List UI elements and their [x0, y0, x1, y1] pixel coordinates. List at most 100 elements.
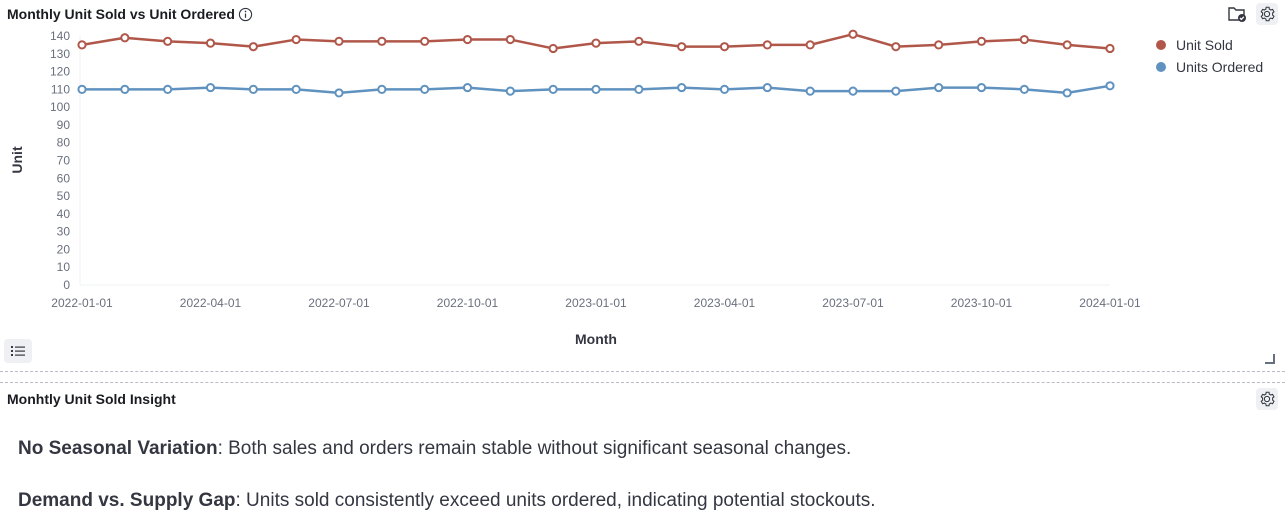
y-tick-label: 30 [57, 225, 71, 239]
data-point[interactable] [420, 36, 430, 46]
y-tick-label: 0 [63, 278, 70, 292]
data-point[interactable] [163, 84, 173, 94]
x-tick-label: 2024-01-01 [1079, 296, 1141, 310]
series-group [77, 29, 1115, 98]
x-tick-label: 2023-10-01 [951, 296, 1013, 310]
data-point[interactable] [1105, 81, 1115, 91]
data-point[interactable] [891, 86, 901, 96]
data-point[interactable] [848, 86, 858, 96]
data-point[interactable] [1062, 40, 1072, 50]
data-point[interactable] [120, 84, 130, 94]
data-point[interactable] [634, 36, 644, 46]
insight-panel: Monhtly Unit Sold Insight No Seasonal Va… [0, 382, 1285, 525]
data-point[interactable] [205, 38, 216, 48]
data-point[interactable] [848, 29, 858, 39]
data-point[interactable] [591, 38, 601, 48]
data-point[interactable] [762, 82, 772, 93]
x-axis: 2022-01-01 2022-04-01 2022-07-01 2022-10-01… [51, 296, 1141, 310]
y-tick-label: 20 [57, 242, 71, 256]
x-tick-label: 2022-01-01 [51, 296, 113, 310]
legend-swatch [1156, 40, 1166, 50]
data-point[interactable] [77, 40, 87, 50]
data-point[interactable] [291, 84, 301, 94]
data-point[interactable] [677, 42, 687, 52]
data-point[interactable] [976, 82, 987, 93]
insight-text: : Units sold consistently exceed units o… [235, 490, 876, 511]
data-point[interactable] [291, 34, 301, 45]
x-tick-label: 2022-07-01 [308, 296, 370, 310]
y-axis: 0 10 20 30 40 50 60 70 80 90 100 110 120 130 140 [50, 29, 70, 292]
y-tick-label: 120 [50, 65, 70, 79]
data-point[interactable] [805, 86, 815, 96]
data-point[interactable] [377, 84, 387, 94]
data-point[interactable] [934, 82, 944, 93]
x-tick-label: 2022-10-01 [437, 296, 499, 310]
data-point[interactable] [934, 40, 944, 50]
data-point[interactable] [462, 34, 473, 45]
series-unit-sold [77, 29, 1115, 54]
data-point[interactable] [377, 36, 387, 46]
data-point[interactable] [976, 36, 987, 46]
gear-icon[interactable] [1256, 3, 1278, 25]
x-tick-label: 2022-04-01 [180, 296, 242, 310]
legend-label: Units Ordered [1176, 59, 1264, 75]
data-point[interactable] [1105, 43, 1115, 54]
y-axis-title: Unit [9, 146, 25, 174]
y-tick-label: 80 [57, 136, 71, 150]
y-tick-label: 100 [50, 100, 70, 114]
insight-item: No Seasonal Variation: Both sales and or… [18, 438, 851, 460]
insight-heading: Demand vs. Supply Gap [18, 490, 236, 511]
resize-handle-icon[interactable] [1265, 354, 1275, 364]
chart-title-row: Monthly Unit Sold vs Unit Ordered [7, 6, 253, 22]
legend-label: Unit Sold [1176, 37, 1233, 53]
data-point[interactable] [334, 36, 344, 46]
data-point[interactable] [805, 40, 815, 50]
y-tick-label: 60 [57, 171, 71, 185]
data-point[interactable] [505, 86, 515, 96]
chart-legend: Unit Sold Units Ordered [1156, 34, 1263, 78]
data-point[interactable] [591, 84, 601, 94]
y-tick-label: 40 [57, 207, 71, 221]
data-point[interactable] [248, 42, 258, 52]
data-point[interactable] [163, 36, 173, 46]
data-point[interactable] [1019, 34, 1029, 45]
data-point[interactable] [120, 33, 130, 43]
y-tick-label: 130 [50, 47, 70, 61]
data-point[interactable] [334, 88, 344, 98]
data-point[interactable] [505, 34, 515, 45]
y-tick-label: 110 [51, 82, 70, 96]
insight-heading: No Seasonal Variation [18, 438, 218, 459]
info-icon[interactable] [238, 7, 253, 22]
insight-text: : Both sales and orders remain stable wi… [217, 438, 852, 459]
data-point[interactable] [548, 84, 558, 94]
data-point[interactable] [548, 43, 558, 54]
data-point[interactable] [205, 82, 216, 93]
x-tick-label: 2023-01-01 [565, 296, 627, 310]
y-tick-label: 10 [57, 260, 71, 274]
insight-item: Demand vs. Supply Gap: Units sold consis… [18, 490, 876, 512]
legend-toggle-button[interactable] [4, 339, 32, 363]
legend-item-unit-sold[interactable]: Unit Sold [1156, 34, 1263, 56]
data-point[interactable] [891, 42, 901, 52]
data-point[interactable] [462, 82, 473, 93]
data-point[interactable] [77, 84, 87, 94]
x-axis-title: Month [575, 331, 617, 347]
data-point[interactable] [420, 84, 430, 94]
legend-swatch [1156, 62, 1166, 72]
legend-item-units-ordered[interactable]: Units Ordered [1156, 56, 1263, 78]
data-point[interactable] [248, 84, 258, 94]
data-point[interactable] [634, 84, 644, 94]
y-tick-label: 50 [57, 189, 71, 203]
list-icon [11, 346, 25, 356]
data-point[interactable] [1062, 88, 1072, 98]
data-point[interactable] [719, 84, 730, 94]
data-point[interactable] [1019, 84, 1029, 94]
insight-title: Monhtly Unit Sold Insight [7, 391, 176, 407]
gear-icon[interactable] [1256, 388, 1278, 410]
y-tick-label: 90 [57, 118, 71, 132]
data-point[interactable] [677, 82, 687, 93]
series-units-ordered [77, 81, 1115, 98]
folder-check-icon[interactable] [1226, 3, 1248, 25]
data-point[interactable] [762, 40, 772, 50]
data-point[interactable] [719, 42, 730, 52]
